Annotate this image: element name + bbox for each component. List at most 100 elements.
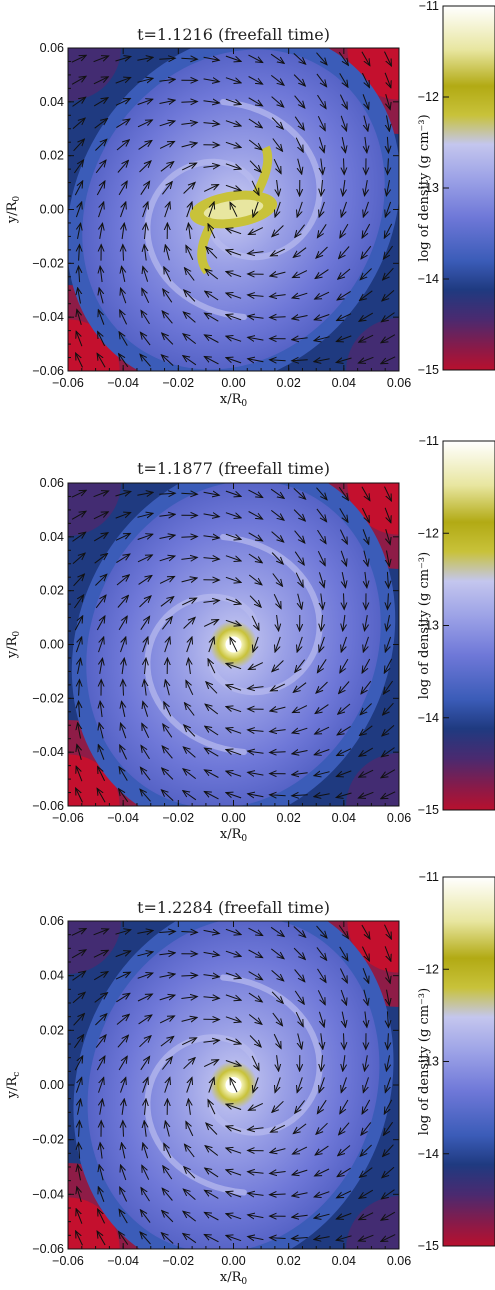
colorbar-tick-label: −12 — [418, 526, 439, 540]
velocity-arrow — [270, 730, 286, 732]
velocity-arrow — [248, 252, 264, 254]
y-tick-label: −0.02 — [32, 691, 64, 705]
x-axis-label: x/R0 — [220, 1270, 248, 1287]
velocity-arrow — [162, 746, 173, 759]
velocity-arrows — [71, 51, 396, 368]
velocity-arrow — [225, 555, 241, 561]
velocity-arrow — [140, 616, 150, 630]
velocity-arrow — [315, 704, 329, 714]
velocity-arrow — [386, 180, 389, 196]
velocity-arrow — [208, 224, 216, 239]
velocity-arrow — [249, 1035, 261, 1048]
velocity-arrow — [163, 724, 173, 738]
velocity-arrow — [162, 1057, 172, 1070]
velocity-arrow — [184, 1167, 196, 1179]
velocity-arrow — [384, 924, 392, 939]
velocity-arrow — [181, 557, 197, 559]
velocity-arrow — [208, 637, 214, 653]
velocity-arrow — [248, 662, 264, 670]
velocity-arrow — [316, 925, 328, 938]
velocity-arrow — [365, 615, 368, 631]
velocity-arrow — [159, 141, 174, 149]
velocity-arrow — [97, 788, 106, 803]
y-tick-label: −0.02 — [32, 1133, 64, 1147]
velocity-arrow — [159, 1016, 174, 1024]
velocity-arrow — [100, 1099, 103, 1115]
y-axis-label-sub: c — [12, 1072, 22, 1077]
velocity-arrow — [361, 245, 372, 259]
velocity-arrow — [365, 136, 367, 153]
velocity-arrow — [93, 77, 108, 85]
velocity-arrow — [248, 532, 263, 541]
velocity-arrow — [144, 680, 146, 696]
velocity-arrow — [316, 508, 327, 522]
velocity-arrow — [292, 795, 308, 796]
velocity-arrow — [76, 1231, 83, 1246]
velocity-arrow — [162, 617, 172, 630]
y-tick-label: 0.00 — [40, 203, 64, 217]
velocity-arrow — [314, 359, 330, 362]
velocity-arrow — [139, 161, 152, 173]
velocity-arrow — [120, 1187, 128, 1202]
velocity-arrow — [294, 969, 305, 982]
y-tick-label: 0.02 — [40, 584, 64, 598]
x-tick-label: −0.04 — [107, 1254, 139, 1268]
velocity-arrow — [73, 139, 85, 152]
velocity-arrow — [316, 52, 328, 65]
velocity-arrow — [225, 928, 241, 934]
velocity-arrow — [248, 772, 264, 775]
velocity-arrow — [123, 245, 124, 261]
velocity-arrow — [295, 1011, 303, 1026]
velocity-arrow — [388, 158, 389, 174]
y-tick-label: −0.06 — [32, 799, 64, 813]
x-tick-label: 0.06 — [387, 376, 411, 390]
colorbar-scale — [442, 5, 495, 371]
velocity-arrow — [386, 94, 391, 109]
velocity-arrow — [340, 115, 346, 131]
velocity-arrow — [116, 119, 129, 129]
velocity-arrow — [72, 532, 86, 542]
chart-title: t=1.2284 (freefall time) — [137, 898, 330, 917]
velocity-arrow — [361, 924, 370, 939]
velocity-arrow — [384, 223, 393, 238]
velocity-arrow — [248, 337, 264, 340]
velocity-arrow — [118, 616, 127, 631]
velocity-arrow — [98, 1187, 105, 1202]
velocity-arrow — [384, 658, 393, 673]
velocity-arrow — [142, 1165, 150, 1180]
velocity-arrow — [72, 992, 85, 1004]
velocity-arrow — [226, 250, 242, 256]
velocity-arrow — [336, 770, 352, 777]
velocity-arrow — [225, 576, 241, 582]
velocity-arrow — [116, 1014, 129, 1025]
velocity-arrow — [184, 290, 196, 302]
velocity-arrow — [251, 1055, 259, 1070]
velocity-arrow — [98, 637, 104, 653]
axis-ticks: −0.06 −0.04 −0.02 0.00 0.02 0.04 0.06 −0.06 −0.0… — [32, 914, 411, 1268]
velocity-arrow — [248, 227, 264, 235]
velocity-arrow — [383, 702, 394, 715]
velocity-arrow — [143, 1143, 148, 1159]
velocity-arrow — [181, 1038, 196, 1046]
velocity-arrow — [72, 97, 86, 107]
velocity-arrow — [226, 685, 242, 691]
velocity-arrow — [360, 1167, 373, 1178]
panel-3: t=1.2284 (freefall time) −0.06 −0.04 −0.02 0… — [5, 898, 411, 1287]
velocity-arrow — [183, 791, 197, 801]
velocity-arrow — [292, 360, 308, 361]
velocity-arrow — [272, 573, 283, 587]
velocity-arrow — [321, 1055, 323, 1071]
velocity-arrow — [159, 58, 175, 59]
velocity-arrow — [141, 310, 150, 325]
velocity-arrow — [115, 930, 131, 935]
velocity-arrow — [98, 310, 105, 325]
velocity-arrow — [315, 291, 330, 299]
velocity-arrow — [248, 1128, 264, 1130]
velocity-arrow — [143, 702, 148, 717]
velocity-arrow — [343, 614, 345, 631]
velocity-arrow — [248, 992, 262, 1002]
velocity-arrow — [140, 1210, 151, 1223]
velocity-arrow — [183, 747, 196, 758]
velocity-arrow — [340, 550, 346, 566]
y-axis-label: y/R0 — [5, 196, 22, 225]
